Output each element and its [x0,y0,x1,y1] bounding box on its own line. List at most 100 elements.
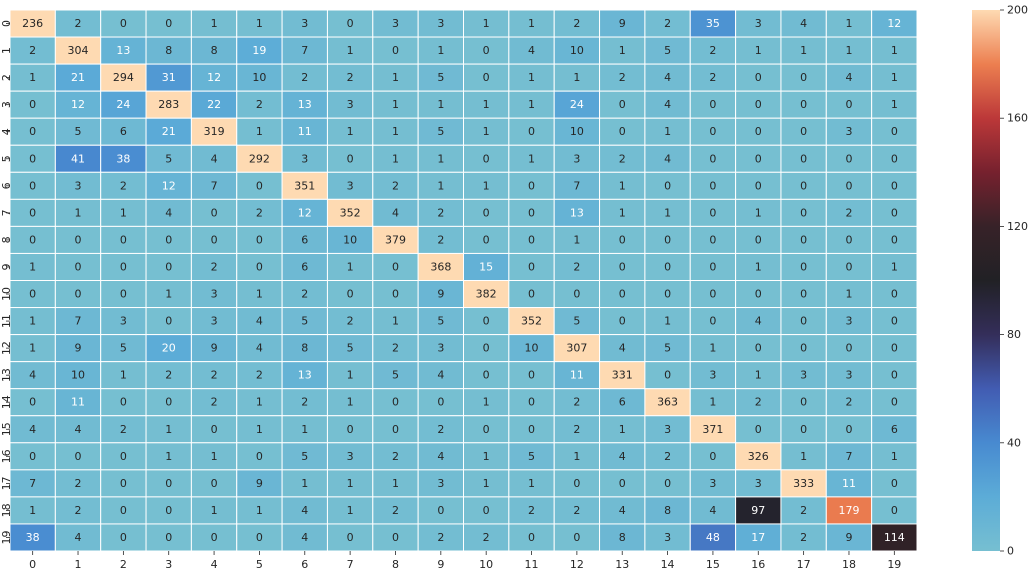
heatmap-cell [689,198,737,227]
heatmap-cell [871,388,918,417]
heatmap-cell [871,523,918,552]
heatmap-cell [599,252,646,281]
heatmap-cell [735,36,782,65]
cell-value-label: 10 [343,233,357,246]
heatmap-cell [553,63,601,92]
cell-value-label: 0 [483,206,490,219]
x-tick-label: 6 [301,558,308,571]
cell-value-label: 6 [619,396,626,409]
heatmap-cell [417,9,464,38]
heatmap-cell [326,252,374,281]
cell-value-label: 3 [437,342,444,355]
cell-value-label: 1 [619,44,626,57]
heatmap-cell [463,117,510,146]
heatmap-cell [599,307,646,336]
cell-value-label: 8 [165,44,172,57]
heatmap-cell [599,171,646,200]
heatmap-cell [372,334,419,363]
heatmap-cell [689,90,737,119]
cell-value-label: 1 [483,450,490,463]
heatmap-cell [644,496,691,525]
heatmap-cell [372,307,419,336]
heatmap-cell [281,334,328,363]
cell-value-label: 331 [612,369,633,382]
cell-value-label: 0 [483,315,490,328]
cell-value-label: 0 [755,98,762,111]
cell-value-label: 3 [75,179,82,192]
x-tick-label: 16 [751,558,765,571]
cell-value-label: 1 [437,44,444,57]
cell-value-label: 1 [528,17,535,30]
cell-value-label: 2 [709,71,716,84]
cell-value-label: 352 [521,315,542,328]
cell-value-label: 0 [845,179,852,192]
heatmap-cell [145,469,192,498]
heatmap-cell [508,144,555,173]
cell-value-label: 0 [120,17,127,30]
cell-value-label: 0 [29,98,36,111]
cell-value-label: 2 [211,260,218,273]
heatmap-cell [644,90,691,119]
cell-value-label: 3 [664,531,671,544]
heatmap-cell [100,198,147,227]
x-tick-label: 17 [797,558,811,571]
heatmap-cell [735,252,782,281]
heatmap-cell [417,415,464,444]
colorbar-tick-label: 40 [1007,436,1021,449]
cell-value-label: 20 [162,342,176,355]
heatmap-cell [417,198,464,227]
heatmap-cell [553,252,601,281]
cell-value-label: 2 [392,450,399,463]
heatmap-cell [508,171,555,200]
heatmap-cell [825,117,873,146]
cell-value-label: 1 [891,98,898,111]
heatmap-cell [871,442,918,471]
heatmap-cell [145,388,192,417]
cell-value-label: 1 [256,288,263,301]
cell-value-label: 0 [845,233,852,246]
cell-value-label: 19 [252,44,266,57]
heatmap-cell [689,280,737,309]
cell-value-label: 363 [657,396,678,409]
cell-value-label: 0 [573,288,580,301]
heatmap-cell [9,90,56,119]
cell-value-label: 1 [483,477,490,490]
cell-value-label: 1 [347,125,354,138]
heatmap-cell [281,117,328,146]
cell-value-label: 31 [162,71,176,84]
cell-value-label: 11 [842,477,856,490]
cell-value-label: 11 [298,125,312,138]
cell-value-label: 0 [211,423,218,436]
cell-value-label: 0 [120,531,127,544]
heatmap-cell [780,117,827,146]
cell-value-label: 2 [392,342,399,355]
heatmap-cell [54,63,102,92]
x-tick-label: 9 [437,558,444,571]
cell-value-label: 0 [483,44,490,57]
heatmap-cell [599,90,646,119]
cell-value-label: 326 [748,450,769,463]
y-tick-label: 4 [0,128,13,135]
cell-value-label: 0 [619,477,626,490]
cell-value-label: 0 [120,396,127,409]
cell-value-label: 41 [71,152,85,165]
cell-value-label: 0 [800,206,807,219]
cell-value-label: 7 [301,44,308,57]
cell-value-label: 9 [619,17,626,30]
cell-value-label: 4 [29,423,36,436]
cell-value-label: 3 [301,152,308,165]
cell-value-label: 1 [709,396,716,409]
cell-value-label: 13 [116,44,130,57]
heatmap-cell [54,523,102,552]
heatmap-cell [281,442,328,471]
heatmap-cell [463,280,510,309]
cell-value-label: 304 [68,44,89,57]
x-tick-label: 8 [392,558,399,571]
cell-value-label: 4 [437,369,444,382]
cell-value-label: 2 [120,179,127,192]
cell-value-label: 3 [347,179,354,192]
cell-value-label: 4 [165,206,172,219]
cell-value-label: 2 [619,152,626,165]
cell-value-label: 5 [75,125,82,138]
cell-value-label: 2 [301,396,308,409]
